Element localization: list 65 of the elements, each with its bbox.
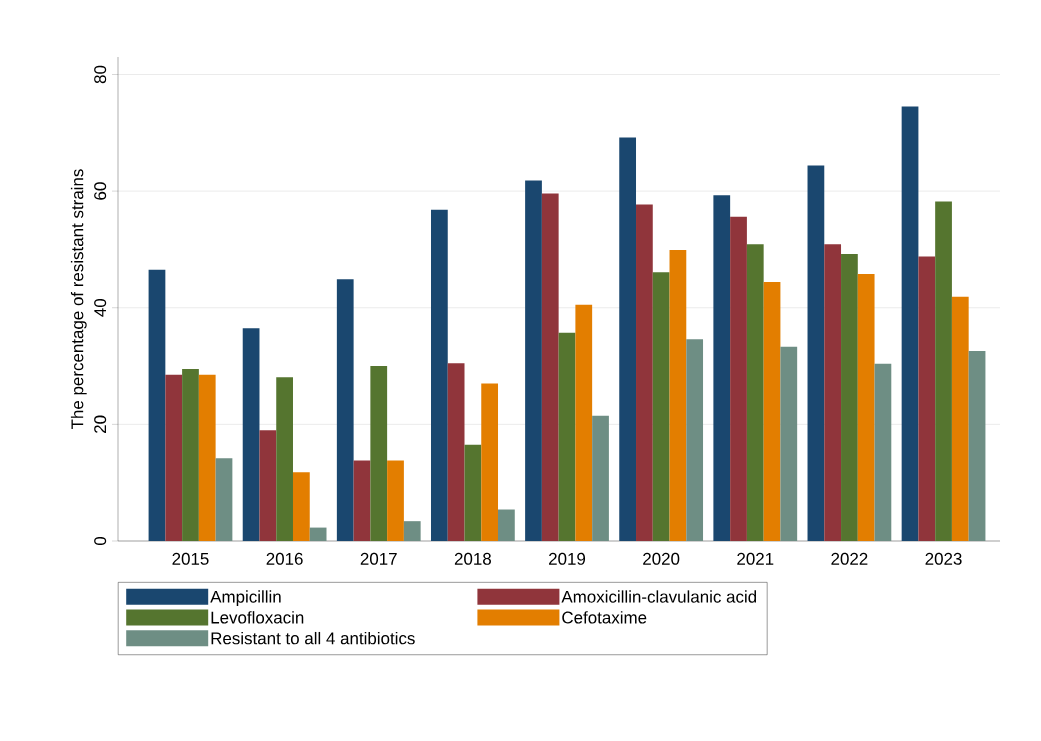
x-tick-label: 2019 [549, 552, 586, 565]
x-tick-label: 2021 [737, 552, 774, 565]
y-tick-label: 80 [94, 65, 107, 84]
y-axis-title: The percentage of resistant strains [70, 169, 87, 430]
bar [481, 383, 499, 541]
legend-label: Cefotaxime [562, 611, 647, 624]
bar [148, 269, 166, 541]
bar [575, 304, 593, 541]
legend-label: Resistant to all 4 antibiotics [211, 631, 415, 645]
bar [198, 374, 216, 541]
bar [525, 180, 542, 541]
legend-label: Amoxicillin-clavulanic acid [561, 590, 757, 603]
bar [215, 458, 233, 541]
legend-label: Levofloxacin [211, 611, 304, 624]
bar [464, 444, 482, 541]
bar [403, 521, 421, 541]
y-tick-label: 40 [94, 298, 107, 317]
bar [935, 201, 952, 541]
bar [165, 374, 183, 541]
bar [669, 250, 687, 541]
x-tick-label: 2022 [831, 552, 868, 565]
bar [780, 346, 798, 541]
bar [619, 137, 637, 541]
y-tick-label: 20 [94, 415, 107, 433]
bar [353, 460, 371, 541]
x-tick-label: 2016 [266, 552, 303, 565]
bar [430, 209, 448, 541]
bar [182, 368, 199, 541]
bar [951, 296, 969, 541]
bar [636, 204, 653, 541]
bar [968, 350, 986, 541]
bar [713, 195, 731, 541]
bar [558, 332, 576, 541]
y-tick-label: 60 [94, 182, 107, 200]
bar [498, 509, 515, 541]
x-tick-label: 2017 [360, 552, 397, 565]
bar [841, 254, 858, 541]
bar [857, 273, 875, 541]
bar [242, 328, 260, 541]
x-tick-label: 2015 [172, 552, 209, 565]
bar [370, 366, 388, 541]
bar [541, 193, 559, 541]
bar [763, 282, 781, 541]
bar [592, 415, 609, 541]
bar [686, 339, 704, 541]
bar [336, 279, 354, 541]
x-tick-label: 2018 [454, 552, 491, 565]
legend-label: Ampicillin [210, 590, 281, 607]
bar [874, 363, 892, 541]
y-tick-label: 0 [94, 536, 107, 546]
bar [309, 527, 327, 541]
bar [918, 256, 936, 541]
bar [824, 244, 842, 541]
bar [730, 216, 747, 541]
x-tick-label: 2023 [925, 552, 962, 565]
bar [652, 272, 670, 541]
bar [276, 377, 293, 541]
bar [259, 430, 277, 541]
bar [292, 472, 310, 541]
bar [447, 363, 465, 541]
bar [901, 106, 919, 541]
x-tick-label: 2020 [643, 552, 680, 565]
bar [807, 165, 825, 541]
bar [746, 244, 764, 541]
bar [387, 460, 404, 541]
